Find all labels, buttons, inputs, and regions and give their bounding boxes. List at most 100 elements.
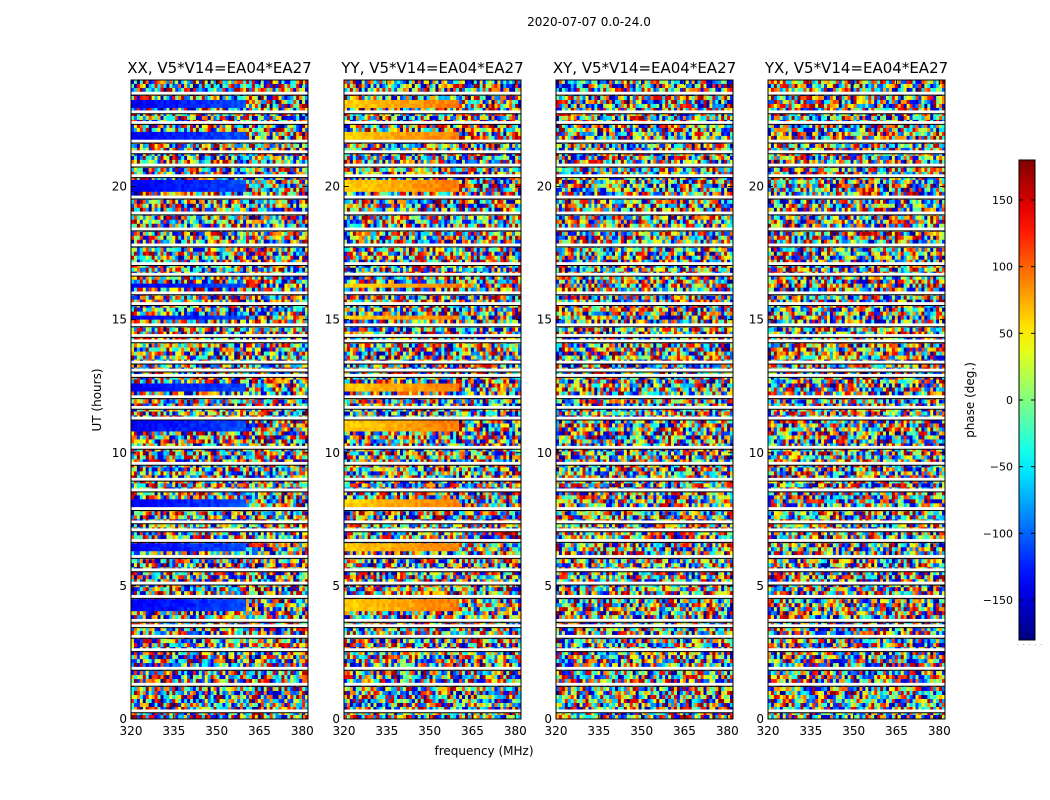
x-tick-label: 350 — [205, 724, 228, 738]
panel-title: YX, V5*V14=EA04*EA27 — [764, 59, 948, 77]
x-tick-label: 365 — [885, 724, 908, 738]
panel-frame — [555, 79, 734, 720]
y-tick-label: 5 — [544, 579, 552, 593]
y-tick-label: 20 — [325, 180, 340, 194]
flagged-gap — [556, 618, 733, 622]
flagged-gap — [556, 507, 733, 511]
flagged-gap — [768, 416, 945, 420]
flagged-gap — [344, 666, 521, 670]
flagged-gap — [556, 243, 733, 247]
flagged-gap — [556, 648, 733, 652]
y-tick-label: 15 — [325, 313, 340, 327]
flagged-gap — [556, 360, 733, 364]
phase-cells — [768, 80, 945, 719]
flagged-gap — [556, 634, 733, 638]
flagged-gap — [131, 195, 308, 199]
flagged-gap — [131, 174, 308, 178]
flagged-gap — [344, 291, 521, 295]
flagged-gap — [131, 368, 308, 372]
flagged-gap — [768, 445, 945, 449]
y-tick-label: 20 — [112, 180, 127, 194]
flagged-gap — [768, 323, 945, 327]
y-tick-label: 20 — [537, 180, 552, 194]
flagged-gap — [344, 174, 521, 178]
flagged-gap — [131, 211, 308, 215]
flagged-gap — [556, 163, 733, 167]
flagged-gap — [768, 555, 945, 559]
flagged-gap — [556, 211, 733, 215]
flagged-gap — [344, 163, 521, 167]
flagged-gap — [344, 416, 521, 420]
flagged-gap — [768, 488, 945, 492]
flagged-gap — [131, 445, 308, 449]
flagged-gap — [344, 360, 521, 364]
flagged-gap — [344, 709, 521, 713]
flagged-gap — [131, 150, 308, 154]
flagged-gap — [768, 581, 945, 585]
flagged-gap — [768, 360, 945, 364]
y-axis-label: UT (hours) — [90, 368, 104, 431]
phase-cells — [556, 80, 733, 719]
flagged-gap — [131, 682, 308, 686]
flagged-gap — [131, 395, 308, 399]
x-tick-label: 365 — [248, 724, 271, 738]
flagged-gap — [556, 110, 733, 114]
colorbar-tick-label: −50 — [990, 461, 1013, 474]
colorbar-extension-mark: . . . . . — [1017, 640, 1043, 647]
flagged-gap — [131, 555, 308, 559]
flagged-gap — [556, 595, 733, 599]
colorbar-tick-label: −100 — [983, 527, 1013, 540]
flagged-gap — [556, 334, 733, 338]
panels-layer: XX, V5*V14=EA04*EA27 320 335 350 365 380 0 5 10 1… — [112, 59, 951, 738]
flagged-gap — [344, 445, 521, 449]
flagged-gap — [344, 334, 521, 338]
flagged-gap — [131, 595, 308, 599]
x-tick-label: 335 — [799, 724, 822, 738]
flagged-gap — [556, 709, 733, 713]
y-tick-label: 5 — [119, 579, 127, 593]
flagged-gap — [768, 150, 945, 154]
flagged-gap — [768, 339, 945, 343]
flagged-gap — [131, 262, 308, 266]
flagged-gap — [344, 555, 521, 559]
flagged-gap — [131, 323, 308, 327]
flagged-gap — [556, 339, 733, 343]
flagged-gap — [344, 461, 521, 465]
flagged-gap — [768, 139, 945, 143]
flagged-gap — [556, 666, 733, 670]
flagged-gap — [131, 539, 308, 543]
x-tick-label: 380 — [504, 724, 527, 738]
flagged-gap — [768, 405, 945, 409]
flagged-gap — [131, 581, 308, 585]
flagged-gap — [344, 195, 521, 199]
flagged-gap — [131, 121, 308, 125]
flagged-gap — [131, 634, 308, 638]
x-tick-label: 380 — [291, 724, 314, 738]
x-tick-label: 350 — [418, 724, 441, 738]
figure-suptitle: 2020-07-07 0.0-24.0 — [527, 15, 651, 29]
flagged-gap — [344, 91, 521, 95]
flagged-gap — [344, 528, 521, 532]
flagged-gap — [131, 618, 308, 622]
flagged-gap — [344, 339, 521, 343]
flagged-gap — [556, 624, 733, 628]
flagged-gap — [131, 568, 308, 572]
y-tick-label: 10 — [112, 446, 127, 460]
flagged-gap — [556, 461, 733, 465]
flagged-gap — [768, 174, 945, 178]
y-tick-label: 15 — [537, 313, 552, 327]
flagged-gap — [344, 262, 521, 266]
flagged-gap — [131, 461, 308, 465]
flagged-gap — [768, 195, 945, 199]
flagged-gap — [556, 568, 733, 572]
flagged-gap — [556, 555, 733, 559]
flagged-gap — [556, 262, 733, 266]
flagged-gap — [556, 445, 733, 449]
flagged-gap — [768, 291, 945, 295]
flagged-gap — [344, 648, 521, 652]
flagged-gap — [556, 195, 733, 199]
flagged-gap — [344, 568, 521, 572]
x-tick-label: 350 — [630, 724, 653, 738]
flagged-gap — [768, 624, 945, 628]
flagged-gap — [131, 163, 308, 167]
